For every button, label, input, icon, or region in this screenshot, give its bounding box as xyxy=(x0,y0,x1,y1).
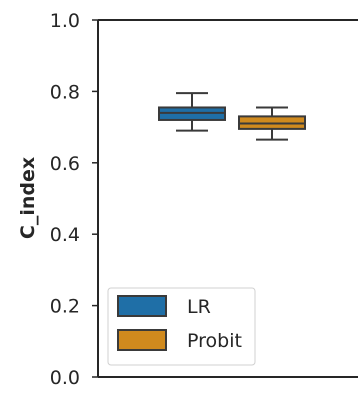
y-tick-label: 0.0 xyxy=(50,367,80,389)
box-probit xyxy=(238,106,306,141)
y-tick-label: 0.4 xyxy=(50,224,80,246)
y-tick-label: 1.0 xyxy=(50,10,80,32)
legend: LR Probit xyxy=(107,287,256,366)
legend-swatch-probit xyxy=(117,329,167,351)
y-tick-label: 0.2 xyxy=(50,296,80,318)
legend-label-lr: LR xyxy=(187,296,211,318)
y-tick-label: 0.6 xyxy=(50,153,80,175)
y-tick-label: 0.8 xyxy=(50,81,80,103)
y-axis-ticks: 0.0 0.2 0.4 0.6 0.8 1.0 xyxy=(50,10,98,389)
box-lr xyxy=(158,92,226,132)
legend-label-probit: Probit xyxy=(187,330,242,352)
legend-swatch-lr xyxy=(117,295,167,317)
y-axis-title: C_index xyxy=(17,157,39,239)
box-series xyxy=(158,92,306,141)
